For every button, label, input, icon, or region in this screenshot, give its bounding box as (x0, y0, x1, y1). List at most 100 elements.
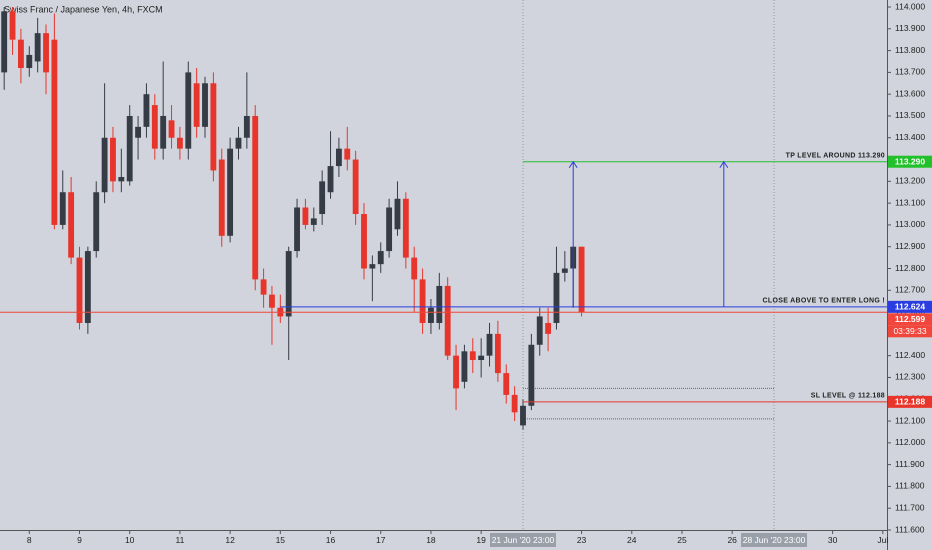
price-label-box (888, 300, 932, 313)
y-tick-label: 113.700 (895, 67, 925, 77)
candle-body (528, 344, 535, 406)
candle-body (59, 192, 66, 225)
level-label: SL LEVEL @ 112.188 (811, 393, 885, 400)
candle-body (101, 137, 108, 193)
candle-body (126, 115, 133, 182)
candle-body (68, 192, 75, 258)
candle-body (43, 33, 49, 73)
x-label-box (489, 533, 556, 547)
x-tick-label: 17 (376, 535, 386, 545)
candle-body (252, 115, 259, 280)
x-tick-label: 21 Jun '20 23:00 (492, 535, 555, 545)
price-label: 112.188 (895, 397, 926, 407)
candle-body (344, 148, 351, 160)
candle-body (260, 279, 267, 295)
arrow-head (568, 160, 578, 168)
candle-body (394, 198, 401, 230)
candle-body (478, 355, 485, 361)
candle-body (494, 333, 501, 374)
y-tick-label: 111.600 (895, 524, 925, 534)
candle-body (17, 39, 24, 69)
level-label: CLOSE ABOVE TO ENTER LONG ! (763, 298, 885, 305)
candle-body (151, 105, 158, 149)
candle-body (26, 54, 33, 69)
x-tick-label: 18 (426, 535, 436, 545)
candle-body (428, 307, 434, 323)
x-tick-label: 15 (276, 535, 286, 545)
candle-body (553, 272, 560, 323)
y-tick-label: 113.000 (895, 219, 925, 229)
candle-body (578, 246, 585, 313)
y-tick-label: 112.800 (895, 263, 925, 273)
candle-body (235, 137, 242, 149)
candle-body (520, 405, 526, 426)
candle-body (419, 279, 426, 323)
candle-body (9, 11, 16, 40)
y-tick-label: 112.900 (895, 241, 925, 251)
y-tick-label: 112.100 (895, 415, 925, 425)
y-tick-label: 111.900 (895, 459, 925, 469)
candle-body (511, 394, 518, 413)
candle-body (285, 251, 292, 317)
candle-body (377, 251, 384, 265)
candle-body (503, 373, 510, 395)
price-label-box (888, 155, 932, 168)
candle-body (76, 257, 83, 323)
candle-body (411, 257, 418, 280)
candle-body (302, 207, 309, 225)
candle-body (453, 355, 459, 389)
x-tick-label: 8 (27, 535, 32, 545)
x-tick-label: 23 (577, 535, 587, 545)
candle-body (168, 120, 175, 138)
price-label: 112.599 (895, 314, 926, 324)
candle-body (110, 137, 116, 182)
candle-body (84, 251, 91, 323)
candle-body (469, 351, 476, 361)
candle-body (319, 181, 326, 215)
x-tick-label: 16 (326, 535, 336, 545)
candle-body (160, 115, 167, 149)
candle-body (34, 33, 41, 62)
y-tick-label: 111.700 (895, 502, 925, 512)
candle-body (1, 11, 8, 73)
x-tick-label: 19 (476, 535, 486, 545)
x-tick-label: 24 (627, 535, 637, 545)
candle-body (135, 126, 141, 138)
x-tick-label: Jul (877, 535, 888, 545)
candle-body (51, 39, 58, 225)
candle-body (436, 285, 443, 323)
x-tick-label: 9 (77, 535, 82, 545)
candle-body (369, 264, 376, 269)
arrow-head (719, 160, 729, 168)
x-tick-label: 10 (125, 535, 135, 545)
x-tick-label: 26 (727, 535, 737, 545)
y-tick-label: 112.700 (895, 285, 925, 295)
candle-body (386, 207, 393, 252)
countdown: 03:39:33 (893, 326, 926, 336)
candle-body (218, 159, 225, 236)
candle-body (143, 94, 150, 127)
x-tick-label: 25 (677, 535, 687, 545)
y-tick-label: 113.400 (895, 132, 925, 142)
y-tick-label: 113.500 (895, 110, 925, 120)
candle-body (310, 218, 317, 225)
price-label: 113.290 (895, 156, 926, 166)
y-tick-label: 113.600 (895, 88, 925, 98)
candle-body (118, 176, 125, 182)
candle-body (269, 294, 275, 308)
x-label-box (741, 533, 808, 547)
candle-body (361, 214, 367, 269)
y-tick-label: 113.100 (895, 197, 925, 207)
price-label: 112.624 (895, 302, 926, 312)
x-tick-label: 12 (225, 535, 235, 545)
price-label-box (888, 395, 932, 408)
countdown-box (888, 325, 932, 338)
y-tick-label: 112.300 (895, 372, 925, 382)
candle-body (444, 285, 451, 356)
candle-body (202, 83, 208, 127)
level-label: TP LEVEL AROUND 113.290 (786, 153, 885, 160)
x-tick-label: 11 (175, 535, 184, 545)
plot-background (0, 0, 887, 550)
y-tick-label: 113.200 (895, 176, 925, 186)
